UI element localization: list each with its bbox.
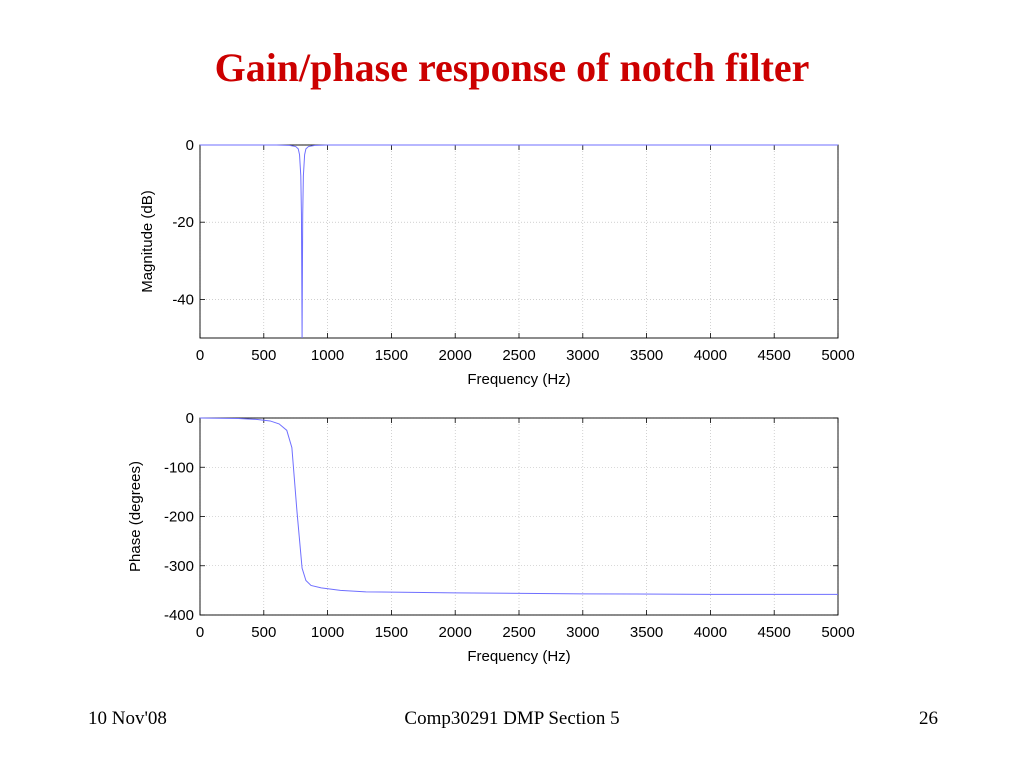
phase-xtick-label-5: 2500 [502,624,535,641]
footer-course: Comp30291 DMP Section 5 [404,708,620,729]
phase-ytick-label-3: -300 [164,558,194,575]
phase-axes-box [199,417,839,616]
magnitude-xtick-label-6: 3000 [566,347,599,364]
phase-xtick-label-2: 1000 [311,624,344,641]
magnitude-xtick-label-0: 0 [196,347,204,364]
magnitude-x-axis-label: Frequency (Hz) [467,371,570,388]
phase-x-axis-label: Frequency (Hz) [467,648,570,665]
phase-ytick-label-2: -200 [164,509,194,526]
magnitude-xtick-label-9: 4500 [758,347,791,364]
magnitude-y-axis-label: Magnitude (dB) [139,190,156,293]
phase-ytick-label-0: 0 [186,410,194,427]
phase-xtick-label-10: 5000 [821,624,854,641]
phase-xtick-label-3: 1500 [375,624,408,641]
phase-xtick-label-6: 3000 [566,624,599,641]
magnitude-xtick-label-8: 4000 [694,347,727,364]
phase-series-line-0 [199,417,838,595]
phase-ytick-label-1: -100 [164,459,194,476]
magnitude-xtick-label-5: 2500 [502,347,535,364]
magnitude-xtick-label-4: 2000 [439,347,472,364]
magnitude-ytick-label-1: -20 [172,214,194,231]
magnitude-xtick-label-1: 500 [251,347,276,364]
phase-xtick-label-4: 2000 [439,624,472,641]
magnitude-xtick-label-2: 1000 [311,347,344,364]
magnitude-series-line-0 [200,144,838,339]
magnitude-ytick-label-0: 0 [186,137,194,154]
magnitude-ytick-label-2: -40 [172,291,194,308]
phase-xtick-label-9: 4500 [758,624,791,641]
magnitude-xtick-label-10: 5000 [821,347,854,364]
magnitude-xtick-label-7: 3500 [630,347,663,364]
magnitude-xtick-label-3: 1500 [375,347,408,364]
phase-xtick-label-0: 0 [196,624,204,641]
phase-xtick-label-8: 4000 [694,624,727,641]
slide-title: Gain/phase response of notch filter [214,45,810,90]
phase-y-axis-label: Phase (degrees) [127,461,144,572]
phase-xtick-label-7: 3500 [630,624,663,641]
footer-date: 10 Nov'08 [88,708,167,729]
footer-page-number: 26 [919,708,938,729]
phase-ytick-label-4: -400 [164,607,194,624]
phase-xtick-label-1: 500 [251,624,276,641]
